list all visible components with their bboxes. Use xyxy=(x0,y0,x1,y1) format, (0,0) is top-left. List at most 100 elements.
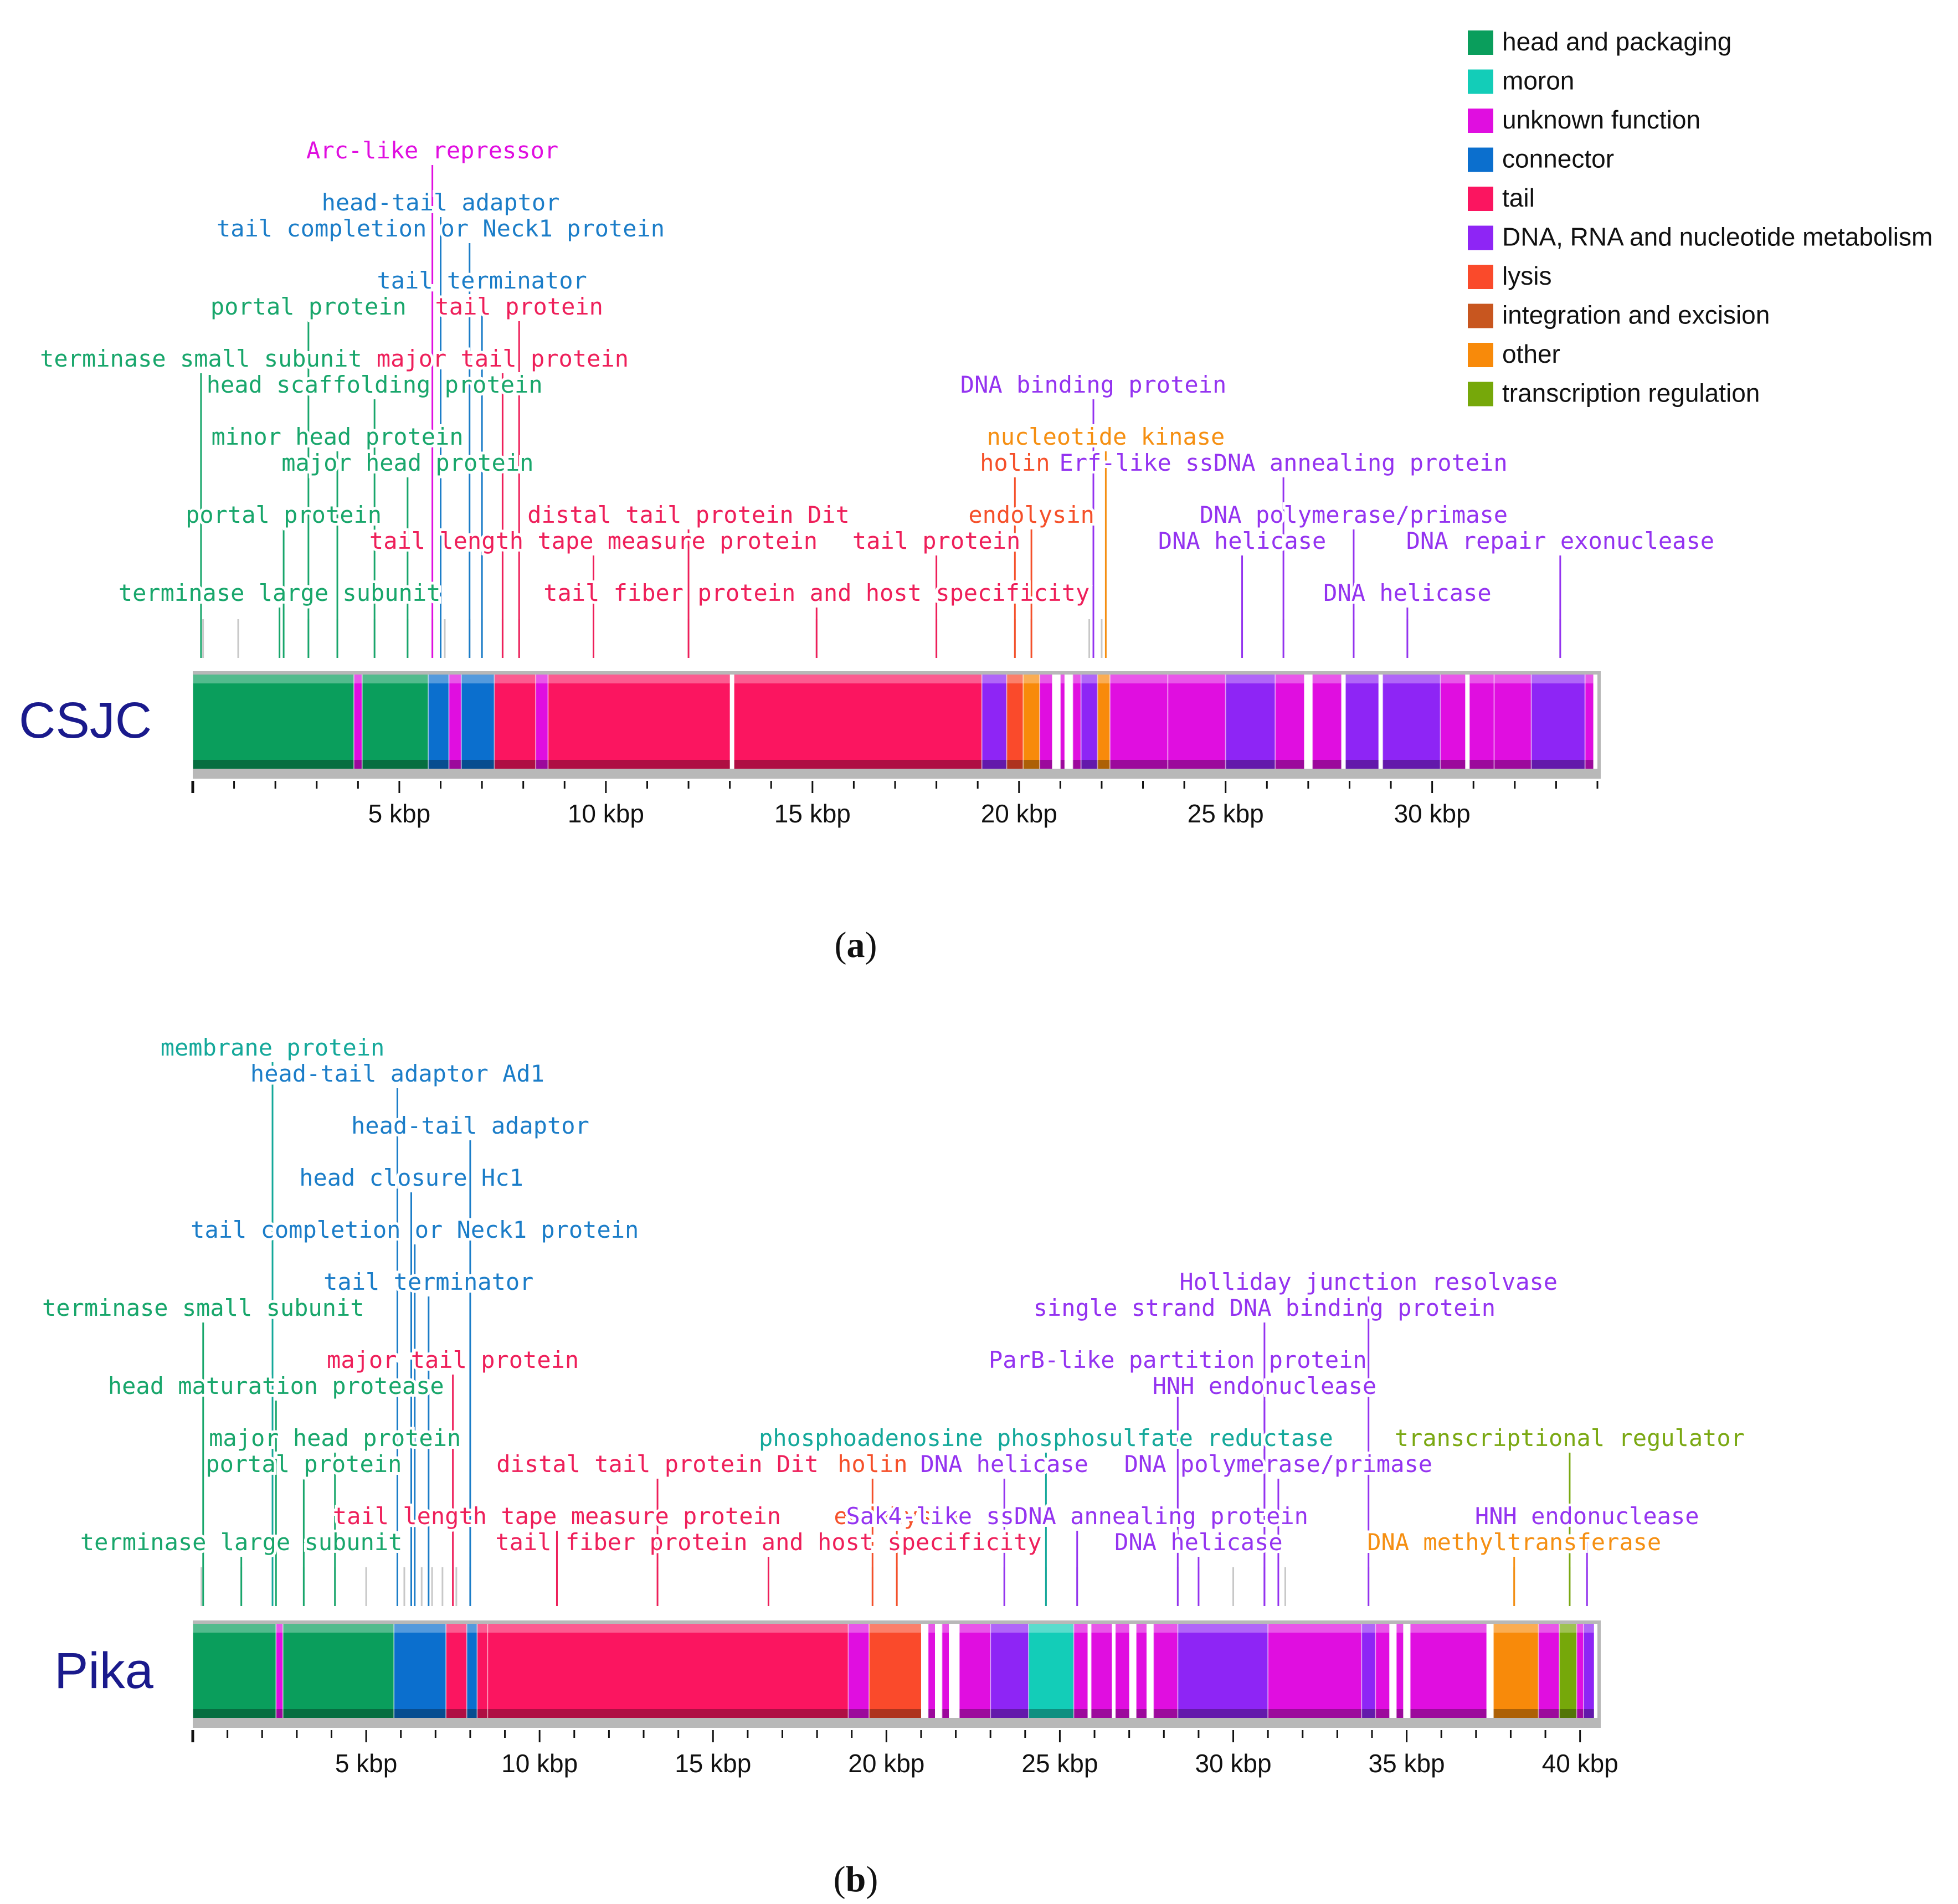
gene-segment-unknown xyxy=(536,675,548,769)
gene-label: transcriptional regulator xyxy=(1395,1424,1745,1452)
gene-segment-unknown xyxy=(1585,675,1594,769)
gene-segment-unknown xyxy=(1469,675,1494,769)
gene-label: head maturation protease xyxy=(108,1372,444,1399)
gene-segment-shadow xyxy=(1115,1709,1129,1718)
gene-segment-shadow xyxy=(193,760,354,769)
gene-label: tail terminator xyxy=(323,1268,533,1295)
gene-segment-highlight xyxy=(1268,1624,1362,1633)
legend-swatch xyxy=(1468,69,1493,94)
gene-segment-highlight xyxy=(1531,675,1585,683)
gene-label: minor head protein xyxy=(211,423,463,450)
gene-segment-unknown xyxy=(1073,1624,1088,1718)
gene-label: portal protein xyxy=(205,1450,402,1478)
caption-letter: a xyxy=(847,925,865,965)
gene-label: portal protein xyxy=(210,293,407,320)
gene-segment-unknown xyxy=(1091,1624,1112,1718)
gene-segments xyxy=(192,1624,1594,1718)
gene-label: ParB-like partition protein xyxy=(989,1346,1367,1373)
gene-segment-dna xyxy=(981,675,1007,769)
gene-segment-highlight xyxy=(1383,675,1441,683)
gene-label: tail fiber protein and host specificity xyxy=(543,579,1090,606)
gene-segment-shadow xyxy=(1531,760,1585,769)
gene-label: tail completion or Neck1 protein xyxy=(217,215,665,242)
legend-swatch xyxy=(1468,343,1493,367)
gene-segment-shadow xyxy=(428,760,449,769)
axis-tick-label: 10 kbp xyxy=(568,799,644,828)
gene-segment-highlight xyxy=(1585,675,1594,683)
gene-segment-unknown xyxy=(1375,1624,1390,1718)
gene-segment-shadow xyxy=(536,760,548,769)
gene-segment-shadow xyxy=(1073,1709,1088,1718)
gene-segment-highlight xyxy=(193,1624,276,1633)
gene-segment-unknown xyxy=(848,1624,870,1718)
gene-label: tail completion or Neck1 protein xyxy=(191,1216,639,1243)
gene-label: DNA polymerase/primase xyxy=(1124,1450,1432,1478)
gene-segment-shadow xyxy=(1361,1709,1376,1718)
axis-tick-label: 35 kbp xyxy=(1369,1749,1445,1778)
gene-segments xyxy=(192,675,1594,769)
gene-segment-highlight xyxy=(1576,1624,1584,1633)
panel-caption: (b) xyxy=(834,1859,878,1900)
gene-segment-highlight xyxy=(1375,1624,1390,1633)
gene-segment-shadow xyxy=(276,1709,283,1718)
gene-segment-highlight xyxy=(848,1624,870,1633)
gene-label: tail terminator xyxy=(377,267,587,294)
caption-paren: ( xyxy=(834,1859,846,1900)
gene-segment-shadow xyxy=(1072,760,1081,769)
gene-segment-shadow xyxy=(1060,760,1065,769)
gene-segment-shadow xyxy=(1153,1709,1178,1718)
gene-segment-shadow xyxy=(1585,760,1594,769)
legend-label: unknown function xyxy=(1502,105,1700,134)
gene-label: endolysin xyxy=(968,501,1094,528)
gene-segment-highlight xyxy=(981,675,1007,683)
gene-segment-tail xyxy=(734,675,982,769)
legend-swatch xyxy=(1468,265,1493,289)
gene-segment-shadow xyxy=(1440,760,1466,769)
legend-swatch xyxy=(1468,147,1493,172)
gene-segment-shadow xyxy=(1583,1709,1594,1718)
gene-label: Holliday junction resolvase xyxy=(1179,1268,1558,1295)
legend-item-transcription: transcription regulation xyxy=(1468,379,1760,408)
gene-segment-dna xyxy=(1361,1624,1376,1718)
gene-segment-highlight xyxy=(1072,675,1081,683)
gene-segment-unknown xyxy=(1040,675,1052,769)
gene-label: head scaffolding protein xyxy=(207,371,543,398)
gene-segment-shadow xyxy=(1178,1709,1268,1718)
gene-segment-highlight xyxy=(1559,1624,1577,1633)
gene-segment-shadow xyxy=(1081,760,1098,769)
gene-segment-unknown xyxy=(1440,675,1466,769)
gene-segment-highlight xyxy=(928,1624,936,1633)
gene-label: membrane protein xyxy=(161,1034,385,1061)
gene-label: distal tail protein Dit xyxy=(527,501,850,528)
legend-item-integration: integration and excision xyxy=(1468,301,1770,330)
gene-segment-shadow xyxy=(1029,1709,1074,1718)
gene-segment-dna xyxy=(1345,675,1379,769)
gene-segment-highlight xyxy=(990,1624,1029,1633)
gene-label: DNA helicase xyxy=(1323,579,1491,606)
gene-segment-shadow xyxy=(1312,760,1342,769)
gene-segment-highlight xyxy=(276,1624,283,1633)
kbp-axis: 5 kbp 10 kbp 15 kbp 20 kbp 25 kbp 30 kbp 35 kb… xyxy=(191,1730,1618,1778)
gene-segment-shadow xyxy=(1168,760,1226,769)
panel-caption: (a) xyxy=(835,925,877,965)
gene-segment-highlight xyxy=(449,675,461,683)
gene-segment-highlight xyxy=(1097,675,1110,683)
gene-label: tail fiber protein and host specificity xyxy=(495,1529,1041,1556)
gene-segment-shadow xyxy=(1396,1709,1404,1718)
gene-segment-dna xyxy=(1178,1624,1268,1718)
category-legend: head and packaging moron unknown function c… xyxy=(1468,27,1933,408)
gene-label: head-tail adaptor Ad1 xyxy=(250,1060,544,1087)
gene-segment-shadow xyxy=(1097,760,1110,769)
gene-segment-highlight xyxy=(487,1624,849,1633)
gene-segment-shadow xyxy=(466,1709,477,1718)
gene-segment-highlight xyxy=(1361,1624,1376,1633)
gene-segment-unknown xyxy=(928,1624,936,1718)
legend-item-connector: connector xyxy=(1468,145,1614,173)
legend-swatch xyxy=(1468,109,1493,133)
legend-item-lysis: lysis xyxy=(1468,261,1551,290)
gene-segment-unknown xyxy=(353,675,362,769)
gene-label: DNA methyltransferase xyxy=(1367,1529,1661,1556)
gene-segment-unknown xyxy=(1396,1624,1404,1718)
gene-segment-tail xyxy=(487,1624,849,1718)
gene-segment-highlight xyxy=(1073,1624,1088,1633)
